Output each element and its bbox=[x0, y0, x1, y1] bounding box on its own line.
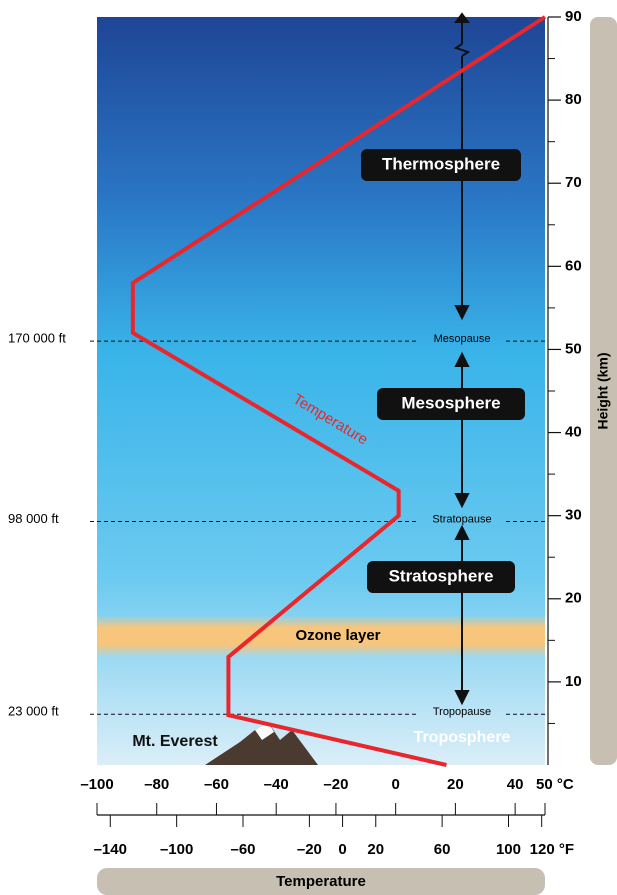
layer-box bbox=[361, 149, 521, 181]
layer-label: Stratosphere bbox=[389, 566, 494, 585]
y-tick-label: 40 bbox=[565, 424, 582, 441]
x-tick-label: 50 °C bbox=[536, 776, 574, 793]
x2-tick-label: 120 °F bbox=[530, 841, 574, 858]
reference-label: 98 000 ft bbox=[8, 511, 59, 526]
y-axis-title: Height (km) bbox=[595, 353, 611, 430]
reference-label: 170 000 ft bbox=[8, 331, 66, 346]
layer-label: Mesosphere bbox=[401, 393, 500, 412]
x-tick-label: 0 bbox=[391, 776, 399, 793]
x-tick-label: –20 bbox=[323, 776, 348, 793]
x-tick-label: –40 bbox=[264, 776, 289, 793]
reference-name: Tropopause bbox=[433, 706, 491, 718]
reference-name: Stratopause bbox=[432, 513, 491, 525]
layer-arrows bbox=[453, 12, 471, 706]
y-tick-label: 30 bbox=[565, 507, 582, 524]
ozone-label: Ozone layer bbox=[295, 627, 380, 644]
x2-tick-label: –100 bbox=[160, 841, 193, 858]
x2-tick-label: 100 bbox=[496, 841, 521, 858]
x2-tick-label: –60 bbox=[230, 841, 255, 858]
x-axis-title: Temperature bbox=[276, 873, 366, 890]
x-tick-label: –100 bbox=[80, 776, 113, 793]
x2-tick-label: 60 bbox=[434, 841, 451, 858]
x-tick-label: –80 bbox=[144, 776, 169, 793]
reference-label: 23 000 ft bbox=[8, 704, 59, 719]
temperature-line bbox=[130, 15, 547, 767]
x2-tick-label: –140 bbox=[94, 841, 127, 858]
annotation: Troposphere bbox=[414, 729, 511, 746]
y-tick-label: 80 bbox=[565, 91, 582, 108]
layer-label: Thermosphere bbox=[382, 154, 500, 173]
y-tick-label: 90 bbox=[565, 8, 582, 25]
mountain bbox=[205, 722, 318, 765]
layer-box bbox=[367, 561, 515, 593]
x-tick-label: 40 bbox=[507, 776, 524, 793]
x2-tick-label: –20 bbox=[297, 841, 322, 858]
y-tick-label: 50 bbox=[565, 340, 582, 357]
y-tick-label: 20 bbox=[565, 590, 582, 607]
ozone-band bbox=[97, 615, 545, 658]
y-label-box bbox=[590, 17, 617, 765]
layer-box bbox=[377, 388, 525, 420]
y-tick-label: 10 bbox=[565, 673, 582, 690]
x2-tick-label: 20 bbox=[367, 841, 384, 858]
y-tick-label: 70 bbox=[565, 174, 582, 191]
x2-tick-label: 0 bbox=[338, 841, 346, 858]
y-tick-label: 60 bbox=[565, 257, 582, 274]
x-tick-label: 20 bbox=[447, 776, 464, 793]
x-tick-label: –60 bbox=[204, 776, 229, 793]
reference-name: Mesopause bbox=[434, 333, 491, 345]
x-label-box bbox=[97, 868, 545, 895]
annotation: Mt. Everest bbox=[132, 733, 218, 750]
